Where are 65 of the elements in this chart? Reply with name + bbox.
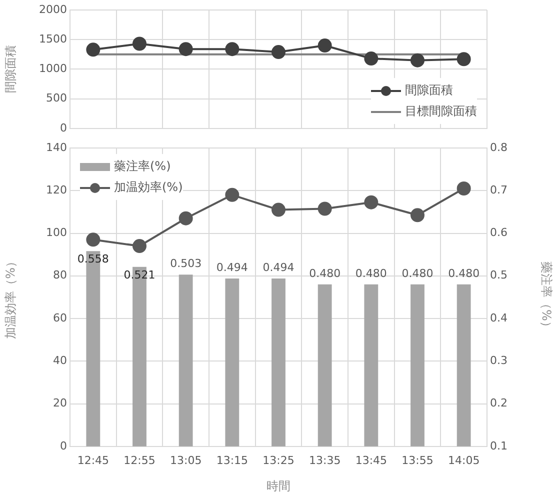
x-tick-label: 12:45 (77, 454, 110, 467)
point (364, 195, 378, 210)
point (318, 202, 332, 216)
x-tick-label: 13:25 (262, 454, 294, 467)
y2-tick-label: 0.4 (490, 311, 508, 324)
y-axis-title: 加温効率（%） (3, 255, 18, 339)
point (272, 202, 286, 217)
y-tick-label: 20 (53, 396, 67, 410)
y-tick-label: 120 (46, 183, 67, 196)
y-tick-label: 1500 (39, 32, 67, 46)
y-tick-label: 0 (60, 439, 67, 452)
x-tick-label: 13:15 (216, 454, 248, 467)
x-axis-title: 時間 (266, 478, 290, 493)
data-label: 0.558 (77, 252, 109, 266)
data-label: 0.480 (309, 266, 341, 280)
y2-tick-label: 0.8 (490, 140, 508, 154)
point (410, 208, 424, 222)
point (364, 52, 378, 66)
y-tick-label: 500 (46, 92, 67, 105)
x-tick-label: 13:55 (402, 454, 434, 467)
y2-tick-label: 0.7 (490, 183, 508, 196)
point (456, 181, 471, 196)
point (318, 38, 332, 53)
y2-tick-label: 0.5 (490, 268, 508, 282)
point (456, 52, 471, 66)
point (225, 188, 240, 202)
y-tick-label: 40 (53, 354, 67, 367)
x-tick-label: 13:45 (355, 454, 388, 467)
point (225, 42, 240, 56)
y-tick-label: 140 (46, 140, 67, 154)
y2-tick-label: 0.2 (490, 396, 508, 410)
data-label: 0.480 (402, 266, 434, 280)
y-tick-label: 1000 (39, 62, 67, 76)
point (86, 232, 100, 247)
legend-label: 加温効率(%) (114, 179, 183, 196)
data-label: 0.494 (262, 260, 294, 274)
data-label: 0.503 (170, 256, 202, 270)
x-tick-label: 13:35 (308, 454, 341, 467)
x-tick-label: 12:55 (124, 454, 156, 467)
point (178, 211, 193, 226)
y-tick-label: 2000 (39, 2, 67, 16)
y-tick-label: 100 (46, 226, 67, 240)
x-tick-label: 14:05 (448, 454, 480, 467)
point (132, 239, 146, 254)
point (272, 45, 286, 60)
point (132, 36, 146, 51)
legend-label: 間隙面積 (405, 82, 453, 100)
data-label: 0.480 (355, 266, 387, 280)
y-tick-label: 0 (60, 121, 67, 134)
y-tick-label: 60 (53, 311, 67, 324)
y-axis-title: 間隙面積 (3, 45, 18, 94)
point (410, 53, 424, 68)
y2-tick-label: 0.1 (490, 439, 508, 452)
point (86, 42, 100, 57)
legend-label: 目標間隙面積 (405, 103, 477, 120)
y2-axis-title: 藥注率（%） (540, 261, 554, 333)
y-tick-label: 80 (53, 268, 67, 282)
legend-label: 藥注率(%) (114, 158, 171, 175)
point (178, 42, 193, 56)
data-label: 0.521 (124, 268, 156, 282)
x-tick-label: 13:05 (170, 454, 202, 467)
data-label: 0.494 (216, 260, 248, 274)
y2-tick-label: 0.6 (490, 226, 508, 240)
y2-tick-label: 0.3 (490, 354, 508, 367)
data-label: 0.480 (448, 266, 480, 280)
